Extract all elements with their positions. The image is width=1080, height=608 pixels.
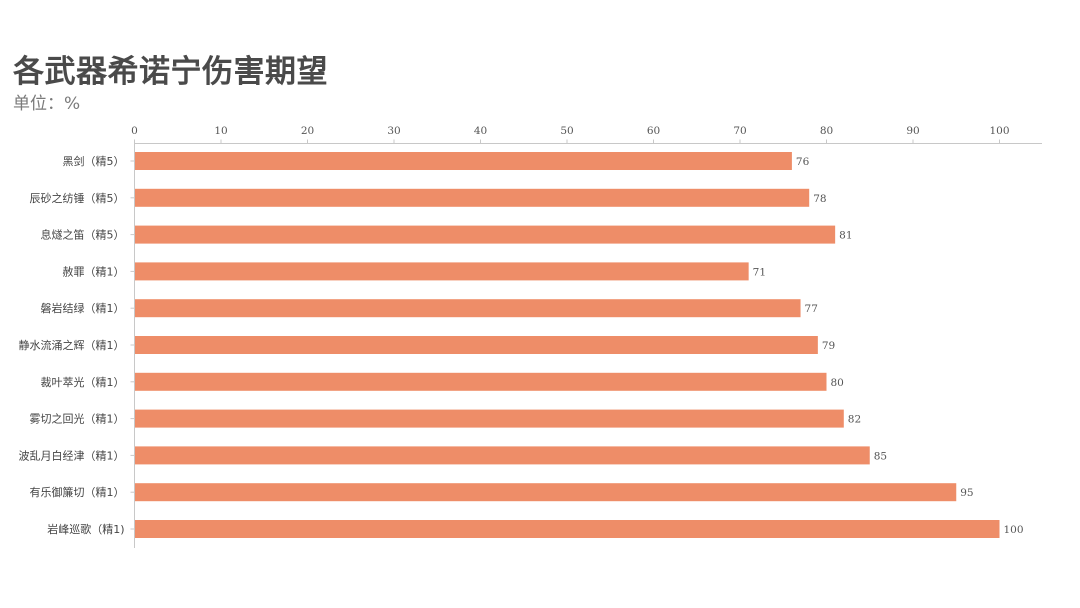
chart-title: 各武器希诺宁伤害期望 bbox=[13, 54, 328, 90]
bar bbox=[135, 262, 749, 281]
x-tick-label: 80 bbox=[820, 125, 833, 137]
category-label: 雾切之回光（精1） bbox=[30, 412, 125, 426]
category-label: 波乱月白经津（精1） bbox=[19, 448, 125, 462]
bar bbox=[135, 409, 844, 428]
data-label: 76 bbox=[796, 156, 810, 168]
x-tick-label: 90 bbox=[906, 125, 919, 137]
data-label: 71 bbox=[753, 266, 766, 278]
x-tick-label: 70 bbox=[733, 125, 746, 137]
x-tick-label: 30 bbox=[387, 125, 400, 137]
category-label: 赦罪（精1） bbox=[63, 264, 125, 278]
x-tick-label: 40 bbox=[474, 125, 487, 137]
bar bbox=[135, 225, 836, 244]
category-label: 静水流涌之辉（精1） bbox=[19, 338, 125, 352]
bar bbox=[135, 446, 870, 465]
chart-subtitle: 单位：% bbox=[13, 94, 81, 114]
x-tick-label: 0 bbox=[131, 125, 138, 137]
x-tick-label: 50 bbox=[560, 125, 573, 137]
data-label: 79 bbox=[822, 340, 835, 352]
category-label: 辰砂之纺锤（精5） bbox=[30, 191, 125, 205]
bar bbox=[135, 188, 810, 207]
data-label: 82 bbox=[848, 414, 861, 426]
bar bbox=[135, 152, 792, 170]
data-label: 80 bbox=[831, 377, 844, 389]
bar bbox=[135, 299, 801, 318]
category-label: 裁叶萃光（精1） bbox=[41, 375, 125, 389]
data-label: 78 bbox=[813, 193, 826, 205]
category-label: 岩峰巡歌（精1) bbox=[47, 522, 124, 536]
x-tick-label: 100 bbox=[989, 125, 1009, 137]
data-label: 77 bbox=[805, 303, 818, 315]
x-tick-label: 10 bbox=[214, 125, 227, 137]
x-tick-label: 60 bbox=[647, 125, 660, 137]
bar bbox=[135, 336, 818, 354]
category-label: 磐岩结绿（精1） bbox=[41, 301, 125, 315]
data-label: 100 bbox=[1004, 524, 1024, 536]
data-label: 81 bbox=[839, 230, 852, 242]
bar bbox=[135, 483, 957, 502]
x-tick-label: 20 bbox=[301, 125, 314, 137]
category-label: 黑剑（精5） bbox=[63, 154, 125, 168]
category-label: 息燧之笛（精5） bbox=[41, 228, 125, 242]
data-label: 85 bbox=[874, 450, 887, 462]
bar bbox=[135, 372, 827, 391]
bar bbox=[135, 520, 1000, 538]
category-label: 有乐御簾切（精1） bbox=[30, 485, 125, 499]
data-label: 95 bbox=[960, 487, 973, 499]
